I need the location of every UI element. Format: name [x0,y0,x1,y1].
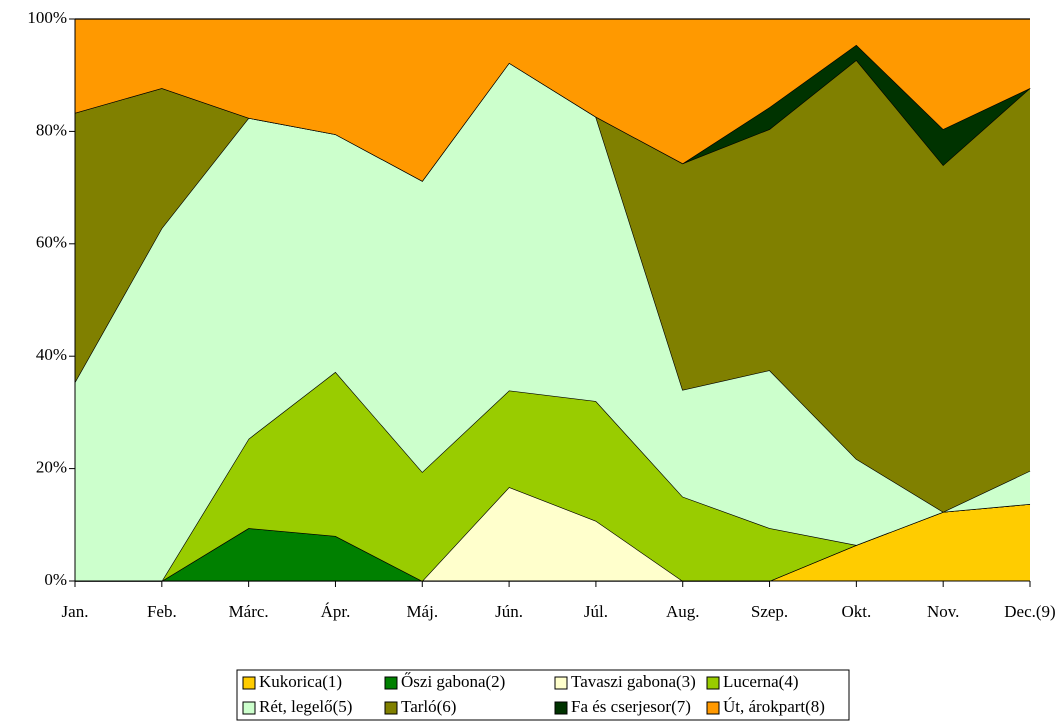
legend-label: Út, árokpart(8) [723,697,825,716]
legend-label: Rét, legelő(5) [259,697,352,716]
y-tick-label: 100% [27,8,67,27]
y-tick-label: 0% [44,570,67,589]
legend-box [236,669,850,721]
area [75,504,1030,581]
x-tick-label: Jún. [495,602,523,621]
x-tick-label: Dec.(9) [1004,602,1055,621]
x-tick-label: Júl. [584,602,608,621]
x-tick-label: Máj. [406,602,438,621]
x-tick-label: Okt. [841,602,871,621]
area [75,504,1030,581]
legend-label: Őszi gabona(2) [401,672,505,691]
legend-label: Tarló(6) [401,697,456,716]
legend-swatch [706,701,720,715]
x-tick-label: Nov. [927,602,959,621]
area [75,487,1030,581]
legend-swatch [384,701,398,715]
legend-swatch [554,676,568,690]
area [75,19,1030,181]
x-tick-label: Szep. [751,602,788,621]
area [75,371,1030,581]
legend-label: Fa és cserjesor(7) [571,697,691,716]
area [75,60,1030,512]
y-tick-label: 40% [36,345,67,364]
legend-label: Kukorica(1) [259,672,342,691]
legend-swatch [242,701,256,715]
x-tick-label: Aug. [666,602,700,621]
x-tick-label: Jan. [62,602,89,621]
y-tick-label: 60% [36,233,67,252]
legend-swatch [554,701,568,715]
y-tick-label: 20% [36,458,67,477]
legend-swatch [384,676,398,690]
legend-label: Tavaszi gabona(3) [571,672,696,691]
legend-swatch [706,676,720,690]
area [75,62,1030,581]
legend-label: Lucerna(4) [723,672,799,691]
x-tick-label: Márc. [229,602,269,621]
x-tick-label: Ápr. [321,602,351,621]
legend-swatch [242,676,256,690]
y-tick-label: 80% [36,120,67,139]
x-tick-label: Feb. [147,602,177,621]
